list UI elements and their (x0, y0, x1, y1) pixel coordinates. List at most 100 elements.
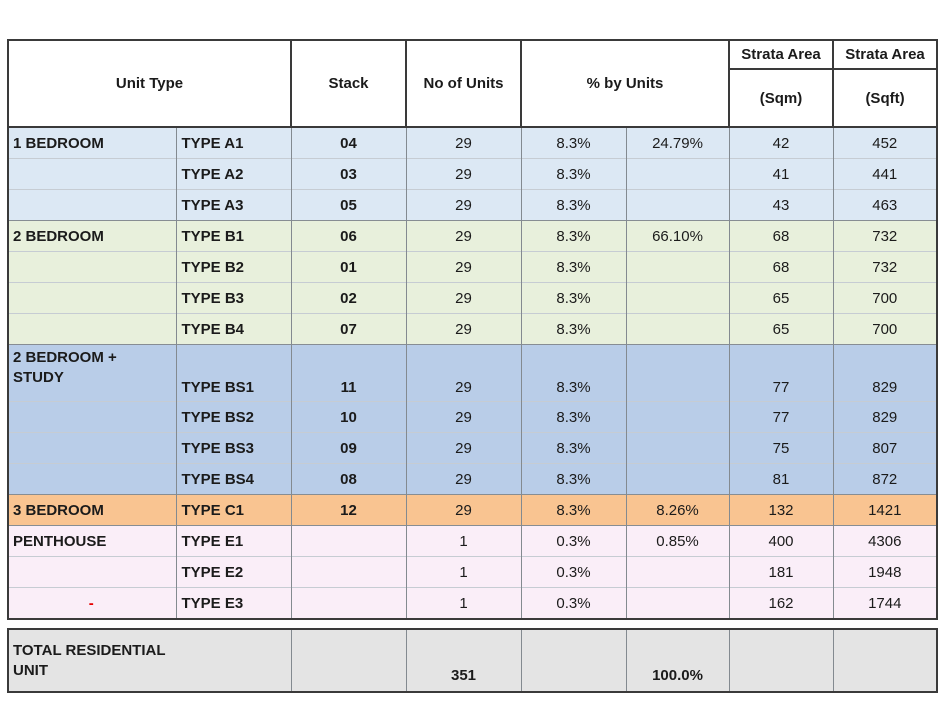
table-row: TYPE BS2 10 29 8.3% 77 829 (8, 401, 938, 433)
cell-strata-sqm: 400 (728, 525, 834, 557)
cell-unit-type: TYPE C1 (175, 494, 292, 526)
cell-stack: 01 (290, 251, 407, 283)
cell-stack: 06 (290, 220, 407, 252)
cell-unit-type: TYPE E2 (175, 556, 292, 588)
cell-pct-group: 8.26% (625, 494, 730, 526)
cell-pct-by-unit: 8.3% (520, 344, 627, 402)
cell-no-of-units: 29 (405, 158, 522, 190)
cell-pct-by-unit: 8.3% (520, 401, 627, 433)
cell-stack: 08 (290, 463, 407, 495)
cell-no-of-units: 29 (405, 313, 522, 345)
cell-no-of-units: 29 (405, 494, 522, 526)
cell-unit-type: TYPE B2 (175, 251, 292, 283)
table-row: TYPE A2 03 29 8.3% 41 441 (8, 158, 938, 190)
cell-stack: 09 (290, 432, 407, 464)
cell-strata-sqm: 68 (728, 220, 834, 252)
table-row: TYPE B3 02 29 8.3% 65 700 (8, 282, 938, 314)
total-label: TOTAL RESIDENTIAL UNIT (7, 629, 292, 692)
cell-pct-by-unit: 8.3% (520, 158, 627, 190)
table-row: 2 BEDROOM TYPE B1 06 29 8.3% 66.10% 68 7… (8, 220, 938, 252)
cell-no-of-units: 29 (405, 220, 522, 252)
cell-no-of-units: 29 (405, 282, 522, 314)
cell-unit-type: TYPE B3 (175, 282, 292, 314)
cell-strata-sqft: 700 (832, 282, 938, 314)
cell-no-of-units: 1 (405, 587, 522, 619)
header-strata-area-sqft: Strata Area (832, 39, 939, 70)
cell-strata-sqm: 132 (728, 494, 834, 526)
table-row: PENTHOUSE TYPE E1 1 0.3% 0.85% 400 4306 (8, 525, 938, 557)
total-pct-unit-cell (520, 629, 627, 692)
cell-unit-type: TYPE B4 (175, 313, 292, 345)
cell-category: 2 BEDROOM + STUDY (8, 344, 176, 402)
cell-category: 1 BEDROOM (13, 134, 104, 152)
header-unit-type: Unit Type (6, 39, 293, 128)
cell-strata-sqft: 441 (832, 158, 938, 190)
cell-strata-sqm: 77 (728, 401, 834, 433)
cell-category: 3 BEDROOM (8, 494, 176, 526)
cell-pct-group (625, 432, 730, 464)
cell-pct-by-unit: 8.3% (520, 494, 627, 526)
cell-category (8, 158, 176, 190)
cell-pct-group (625, 282, 730, 314)
cell-stack: 12 (290, 494, 407, 526)
cell-pct-group (625, 189, 730, 221)
cell-pct-by-unit: 0.3% (520, 556, 627, 588)
cell-no-of-units: 29 (405, 344, 522, 402)
cell-unit-type: TYPE BS4 (175, 463, 292, 495)
cell-strata-sqm: 181 (728, 556, 834, 588)
cell-stack: 10 (290, 401, 407, 433)
cell-strata-sqm: 42 (728, 127, 834, 159)
cell-pct-group (625, 158, 730, 190)
table-row: 2 BEDROOM + STUDY TYPE BS1 11 29 8.3% 77… (8, 344, 938, 402)
cell-strata-sqft: 452 (832, 127, 938, 159)
cell-unit-type: TYPE BS1 (175, 344, 292, 402)
table-row: TYPE BS4 08 29 8.3% 81 872 (8, 463, 938, 495)
table-row: TYPE A3 05 29 8.3% 43 463 (8, 189, 938, 221)
cell-pct-by-unit: 8.3% (520, 127, 627, 159)
cell-stack: 03 (290, 158, 407, 190)
cell-no-of-units: 1 (405, 556, 522, 588)
cell-pct-group (625, 463, 730, 495)
cell-pct-by-unit: 0.3% (520, 587, 627, 619)
total-sqft-cell (832, 629, 938, 692)
cell-strata-sqft: 732 (832, 220, 938, 252)
cell-strata-sqft: 829 (832, 344, 938, 402)
cell-unit-type: TYPE E3 (175, 587, 292, 619)
cell-pct-by-unit: 8.3% (520, 432, 627, 464)
cell-stack (290, 525, 407, 557)
total-pct: 100.0% (625, 629, 730, 692)
table-row: TYPE BS3 09 29 8.3% 75 807 (8, 432, 938, 464)
cell-unit-type: TYPE A1 (175, 127, 292, 159)
cell-strata-sqft: 1948 (832, 556, 938, 588)
cell-category: 2 BEDROOM (8, 220, 176, 252)
cell-pct-by-unit: 8.3% (520, 282, 627, 314)
cell-category (8, 432, 176, 464)
cell-pct-by-unit: 8.3% (520, 251, 627, 283)
cell-stack: 05 (290, 189, 407, 221)
cell-strata-sqft: 1421 (832, 494, 938, 526)
total-stack-cell (290, 629, 407, 692)
cell-category (8, 282, 176, 314)
total-no-of-units: 351 (405, 629, 522, 692)
header-sqm-unit: (Sqm) (728, 68, 835, 128)
cell-pct-by-unit: 8.3% (520, 313, 627, 345)
cell-pct-group (625, 344, 730, 402)
cell-strata-sqm: 68 (728, 251, 834, 283)
cell-unit-type: TYPE BS3 (175, 432, 292, 464)
cell-stack: 11 (290, 344, 407, 402)
cell-strata-sqm: 65 (728, 313, 834, 345)
header-no-of-units: No of Units (405, 39, 523, 128)
header-stack: Stack (290, 39, 408, 128)
table-row: - TYPE E3 1 0.3% 162 1744 (8, 587, 938, 619)
header-pct-by-units: % by Units (520, 39, 731, 128)
cell-strata-sqft: 807 (832, 432, 938, 464)
cell-no-of-units: 29 (405, 251, 522, 283)
cell-pct-group: 66.10% (625, 220, 730, 252)
unit-mix-table: Unit Type Stack No of Units % by Units S… (6, 39, 939, 620)
cell-no-of-units: 29 (405, 463, 522, 495)
cell-pct-group: 24.79% (625, 127, 730, 159)
cell-unit-type: TYPE BS2 (175, 401, 292, 433)
cell-strata-sqft: 872 (832, 463, 938, 495)
cell-pct-group (625, 251, 730, 283)
header-strata-area-sqm: Strata Area (728, 39, 835, 70)
